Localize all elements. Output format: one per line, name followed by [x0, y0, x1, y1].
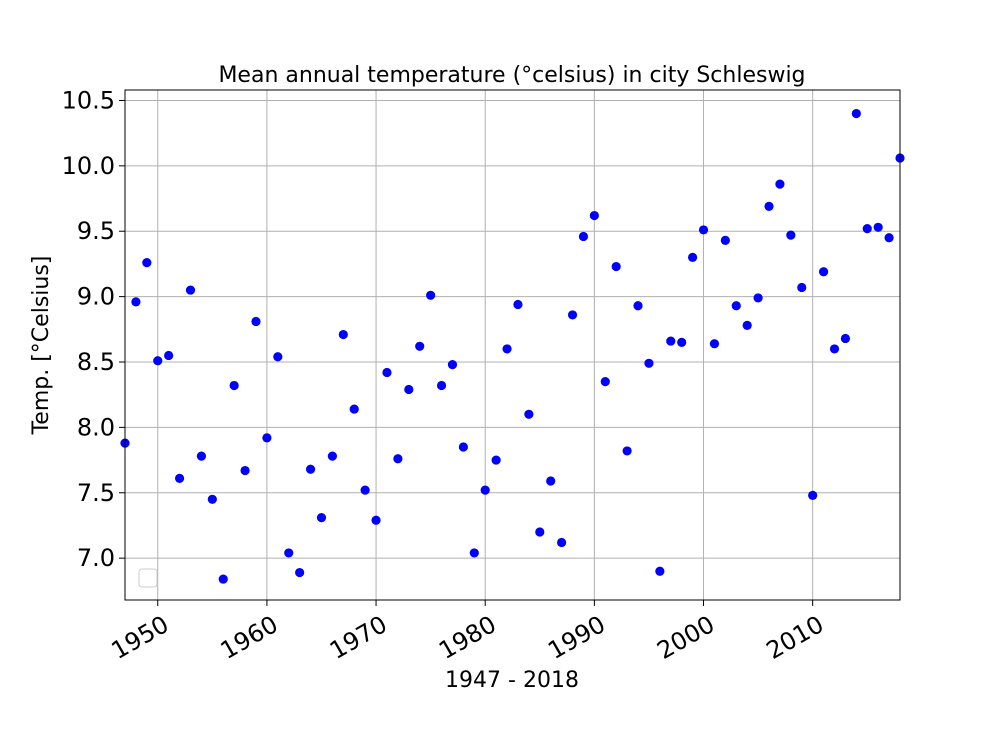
data-point: [447, 360, 458, 370]
chart-title: Mean annual temperature (°celsius) in ci…: [218, 63, 805, 88]
data-point: [567, 310, 578, 320]
data-point: [589, 210, 599, 221]
data-point: [207, 494, 217, 504]
data-point: [436, 380, 447, 391]
data-point: [808, 490, 818, 500]
data-point: [557, 537, 567, 548]
data-point: [284, 548, 294, 558]
data-point: [371, 515, 381, 525]
data-point: [840, 333, 851, 344]
data-point: [775, 179, 785, 189]
data-point: [633, 301, 643, 311]
grid: [125, 90, 900, 600]
x-tick-label: 2000: [652, 610, 719, 665]
data-point: [295, 567, 305, 578]
x-tick-label: 1990: [543, 610, 610, 665]
data-point: [818, 267, 829, 277]
data-point: [546, 476, 556, 486]
data-point: [666, 336, 676, 346]
x-tick-label: 2010: [762, 610, 829, 665]
data-point: [196, 451, 207, 461]
data-point: [349, 404, 359, 414]
legend-box: [138, 568, 158, 588]
data-point: [229, 380, 239, 391]
data-point: [262, 433, 272, 443]
data-point: [600, 377, 610, 387]
data-point: [753, 293, 763, 303]
data-point: [829, 344, 840, 354]
data-point: [873, 222, 883, 232]
y-tick-label: 8.5: [77, 348, 115, 376]
data-point: [360, 485, 370, 495]
data-point: [142, 258, 152, 268]
data-point: [273, 352, 283, 362]
data-point: [698, 225, 709, 235]
y-axis-label: Temp. [°Celsius]: [29, 256, 54, 436]
data-point: [851, 108, 861, 119]
data-point: [131, 297, 141, 307]
data-point: [458, 442, 468, 452]
x-axis-label: 1947 - 2018: [445, 668, 579, 693]
data-point: [742, 320, 752, 330]
data-point: [677, 337, 687, 347]
data-point: [382, 367, 392, 378]
data-point: [797, 282, 807, 293]
data-point: [655, 566, 665, 576]
data-point: [709, 339, 720, 349]
data-point: [218, 574, 228, 584]
data-point: [731, 301, 741, 311]
data-point: [251, 316, 261, 327]
data-point: [338, 329, 348, 340]
x-tick-label: 1960: [216, 610, 283, 665]
data-point: [764, 201, 774, 211]
data-point: [502, 344, 512, 354]
data-point: [524, 409, 534, 419]
plot-frame: [124, 89, 901, 601]
data-point: [404, 384, 414, 395]
data-point: [469, 548, 479, 558]
y-tick-label: 10.0: [62, 152, 115, 180]
data-point: [480, 485, 490, 495]
data-point: [688, 252, 698, 262]
data-point: [862, 224, 872, 234]
x-tick-label: 1950: [107, 610, 174, 665]
data-point: [622, 446, 632, 456]
y-tick-label: 7.0: [77, 544, 115, 572]
data-point: [513, 299, 523, 310]
data-point: [644, 358, 654, 368]
y-tick-label: 10.5: [62, 86, 115, 114]
data-point: [164, 350, 174, 361]
x-tick-label: 1970: [325, 610, 392, 665]
data-point: [174, 473, 185, 483]
data-point: [240, 465, 250, 476]
y-tick-label: 9.0: [77, 283, 115, 311]
data-point: [611, 261, 621, 272]
data-point: [720, 235, 730, 245]
data-point: [305, 464, 316, 474]
data-point: [578, 231, 589, 242]
y-tick-label: 9.5: [77, 217, 115, 245]
x-axis-ticks: 1950 1960 1970 1980 1990 2000 2010: [107, 600, 829, 665]
y-tick-label: 8.0: [77, 413, 115, 441]
data-point: [316, 513, 327, 523]
data-point: [327, 451, 337, 461]
data-point: [491, 455, 501, 465]
data-point: [415, 341, 425, 351]
x-tick-label: 1980: [434, 610, 501, 665]
data-point: [535, 527, 545, 537]
data-point: [786, 230, 796, 240]
data-point: [393, 454, 403, 464]
y-axis-ticks: 7.0 7.5 8.0 8.5 9.0 9.5 10.0 10.5: [62, 86, 125, 572]
data-point: [153, 356, 163, 366]
data-point: [426, 290, 436, 300]
y-tick-label: 7.5: [77, 479, 115, 507]
data-points: [120, 108, 905, 584]
data-point: [884, 233, 894, 243]
data-point: [185, 285, 196, 295]
